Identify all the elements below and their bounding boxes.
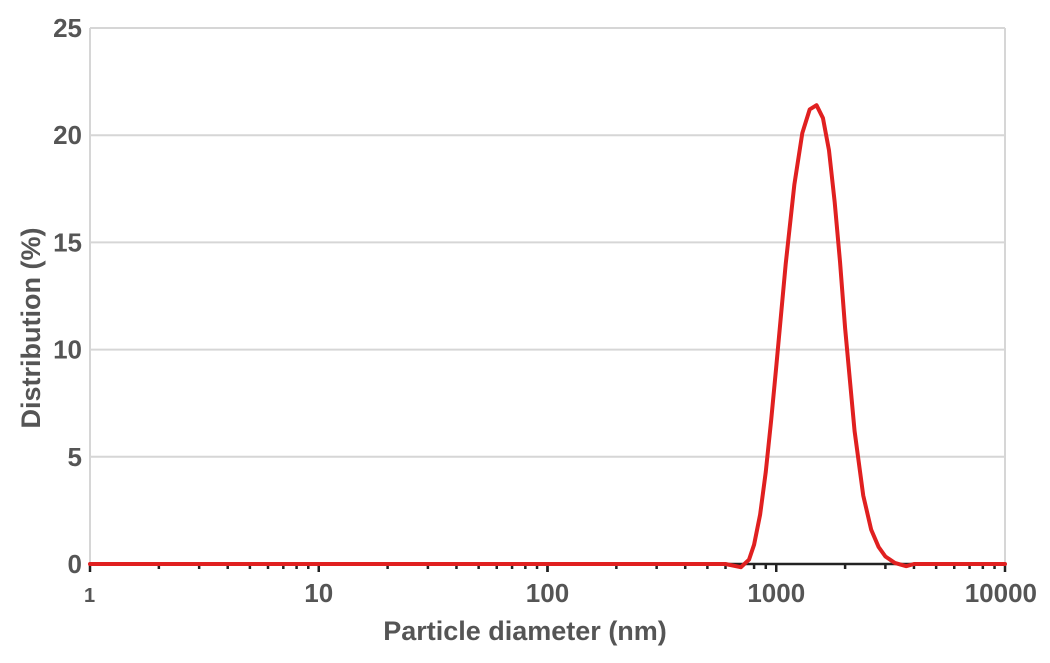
x-tick-label-10000: 10000 — [965, 578, 1037, 608]
y-tick-label-15: 15 — [53, 227, 82, 257]
y-axis-label: Distribution (%) — [16, 228, 46, 429]
x-axis-label: Particle diameter (nm) — [383, 616, 667, 646]
x-tick-label-1000: 1000 — [747, 578, 805, 608]
y-tick-label-20: 20 — [53, 120, 82, 150]
y-tick-label-0: 0 — [68, 549, 82, 579]
x-tick-label-100: 100 — [526, 578, 569, 608]
y-tick-label-5: 5 — [68, 442, 82, 472]
y-tick-labels: 0 5 10 15 20 25 — [53, 13, 82, 579]
series-group — [88, 103, 1007, 570]
axes — [89, 28, 1006, 566]
y-tick-label-10: 10 — [53, 335, 82, 365]
x-tick-label-1: 1 — [84, 585, 95, 607]
gridlines — [90, 27, 1005, 458]
y-tick-label-25: 25 — [53, 13, 82, 43]
x-tick-labels: 1 10 100 1000 10000 — [84, 578, 1037, 608]
series-line-0 — [88, 103, 1007, 570]
x-tick-label-10: 10 — [304, 578, 333, 608]
